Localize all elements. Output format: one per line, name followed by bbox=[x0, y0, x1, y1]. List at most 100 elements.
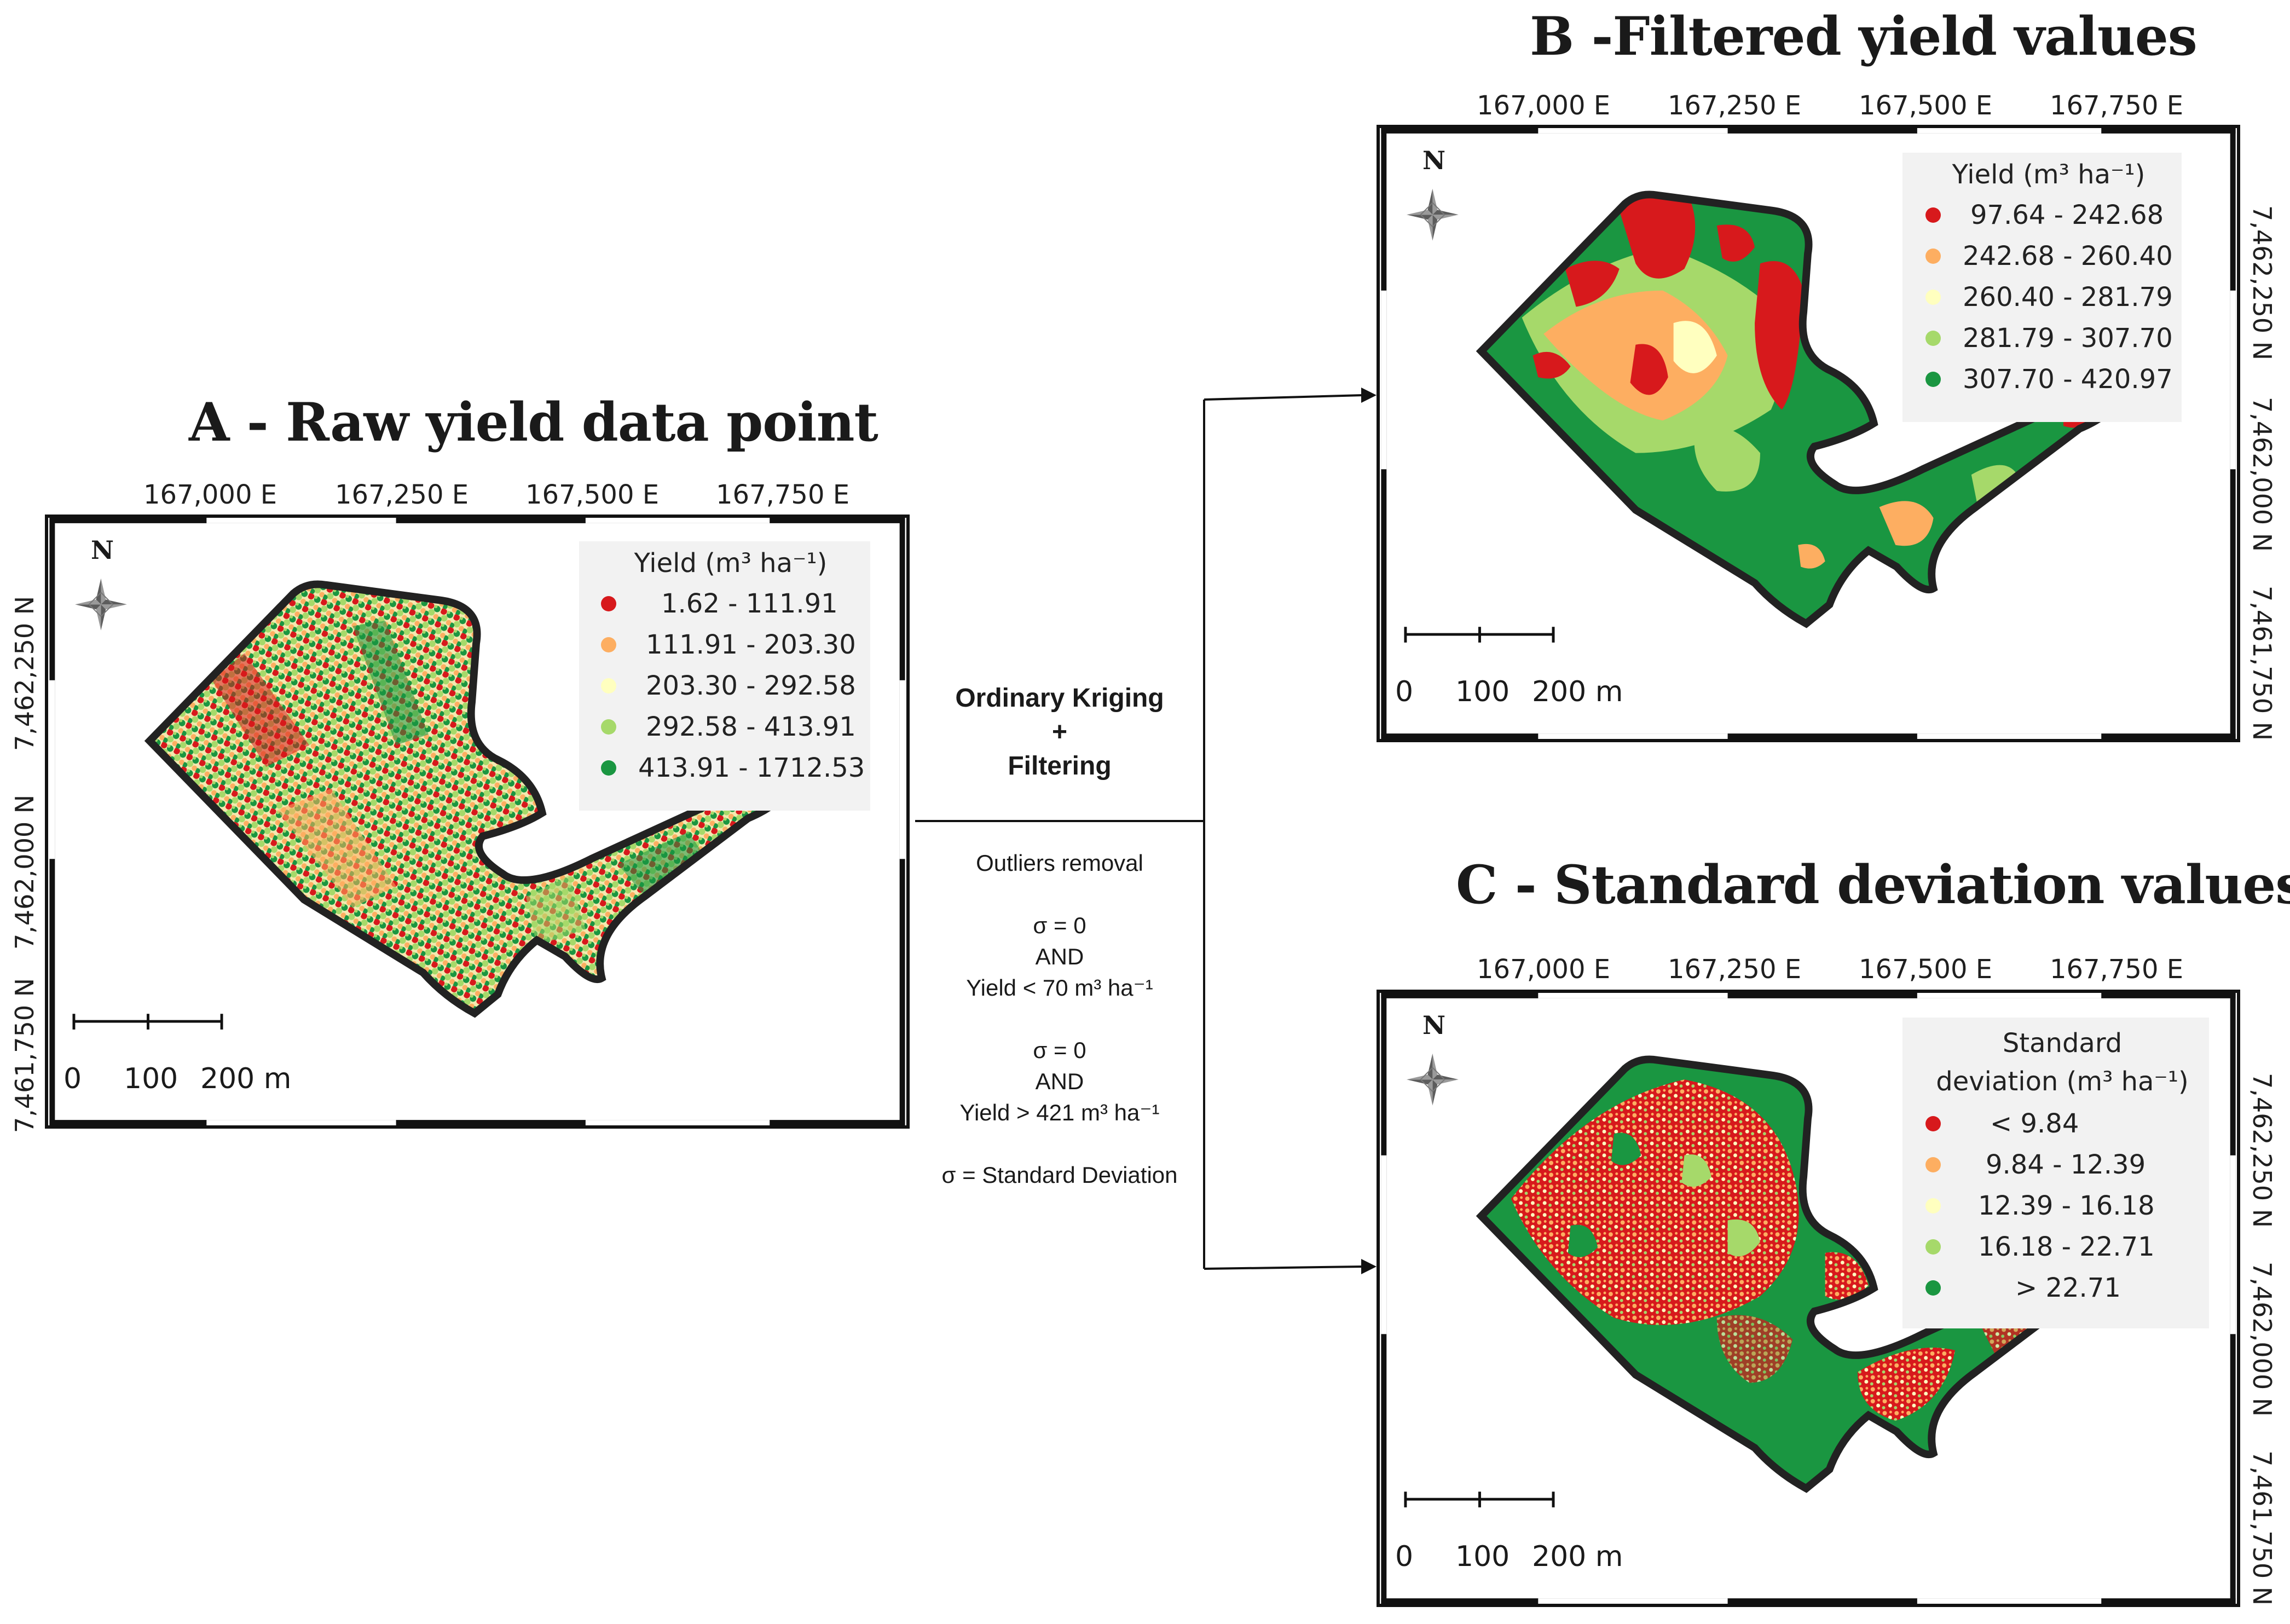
scale-label: 0 bbox=[1395, 1540, 1414, 1573]
panel-c-title: C - Standard deviation values bbox=[1456, 854, 2290, 916]
arrow-head-icon bbox=[1361, 1259, 1377, 1274]
legend-swatch bbox=[1925, 330, 1941, 346]
legend-title: Standard bbox=[2002, 1028, 2123, 1059]
legend-swatch bbox=[1925, 289, 1941, 305]
coord-label: 167,000 E bbox=[1477, 90, 1611, 121]
coord-label: 167,000 E bbox=[143, 479, 277, 510]
legend-label: 203.30 - 292.58 bbox=[646, 670, 856, 701]
legend-label: 16.18 - 22.71 bbox=[1978, 1231, 2155, 1262]
scale-label: 0 bbox=[1395, 675, 1414, 708]
legend-label: 292.58 - 413.91 bbox=[646, 711, 856, 742]
legend-item: 111.91 - 203.30 bbox=[601, 624, 860, 665]
legend-label: < 9.84 bbox=[1990, 1108, 2079, 1139]
north-arrow-icon bbox=[1406, 188, 1459, 241]
coord-label: 7,462,000 N bbox=[2247, 397, 2277, 552]
panel-a-map-frame: N 0 100 200 m Yield (m³ ha⁻¹) 1.62 - 111… bbox=[45, 515, 910, 1129]
north-label: N bbox=[1422, 146, 1446, 175]
legend-swatch bbox=[1925, 1280, 1941, 1296]
legend-label: 260.40 - 281.79 bbox=[1963, 281, 2173, 313]
coord-label: 167,750 E bbox=[716, 479, 850, 510]
legend-label: 12.39 - 16.18 bbox=[1978, 1190, 2155, 1221]
legend-title: deviation (m³ ha⁻¹) bbox=[1936, 1066, 2189, 1097]
legend-swatch bbox=[1925, 1239, 1941, 1255]
legend-item: 1.62 - 111.91 bbox=[601, 583, 860, 624]
coord-label: 167,250 E bbox=[1668, 90, 1802, 121]
legend-label: 97.64 - 242.68 bbox=[1970, 199, 2164, 230]
coord-label: 167,500 E bbox=[1859, 954, 1993, 985]
method-box: Ordinary Kriging + Filtering bbox=[915, 681, 1204, 783]
north-arrow-icon bbox=[1406, 1053, 1459, 1106]
coord-label: 7,462,250 N bbox=[2247, 205, 2277, 361]
legend-title: Yield (m³ ha⁻¹) bbox=[1952, 159, 2146, 190]
coord-label: 167,250 E bbox=[1668, 954, 1802, 985]
scale-label: 100 bbox=[1455, 1540, 1510, 1573]
coord-label: 7,461,750 N bbox=[2247, 1450, 2277, 1606]
coord-label: 167,500 E bbox=[525, 479, 660, 510]
legend-swatch bbox=[601, 719, 616, 735]
method-title: + bbox=[1051, 718, 1068, 747]
panel-c-map-frame: N 0 100 200 m Standard deviation (m³ ha⁻… bbox=[1377, 990, 2240, 1607]
legend-item: 12.39 - 16.18 bbox=[1925, 1185, 2199, 1226]
arrow-head-icon bbox=[1361, 388, 1377, 403]
legend-item: 292.58 - 413.91 bbox=[601, 706, 860, 747]
legend-swatch bbox=[601, 760, 616, 776]
legend-swatch bbox=[1925, 371, 1941, 387]
legend-item: 242.68 - 260.40 bbox=[1925, 235, 2173, 276]
north-label: N bbox=[91, 535, 114, 565]
legend-item: < 9.84 bbox=[1925, 1103, 2199, 1144]
scale-label: 100 bbox=[124, 1062, 178, 1095]
scale-label: 100 bbox=[1455, 675, 1510, 708]
legend-item: > 22.71 bbox=[1925, 1267, 2199, 1308]
legend-label: 1.62 - 111.91 bbox=[661, 588, 838, 619]
scale-bar bbox=[1404, 1492, 1555, 1507]
method-line: Yield < 70 m³ ha⁻¹ bbox=[966, 975, 1153, 1001]
legend-item: 16.18 - 22.71 bbox=[1925, 1226, 2199, 1267]
legend-item: 307.70 - 420.97 bbox=[1925, 359, 2173, 400]
legend-title: Yield (m³ ha⁻¹) bbox=[634, 548, 828, 579]
north-label: N bbox=[1422, 1010, 1446, 1040]
legend-label: > 22.71 bbox=[2015, 1272, 2121, 1303]
legend-item: 413.91 - 1712.53 bbox=[601, 747, 865, 788]
method-line: AND bbox=[1035, 944, 1084, 969]
panel-a-legend: Yield (m³ ha⁻¹) 1.62 - 111.91 111.91 - 2… bbox=[579, 541, 870, 811]
coord-label: 7,462,250 N bbox=[2247, 1073, 2277, 1228]
legend-label: 307.70 - 420.97 bbox=[1963, 363, 2173, 395]
scale-bar bbox=[72, 1014, 223, 1030]
coord-label: 167,500 E bbox=[1859, 90, 1993, 121]
method-title: Ordinary Kriging bbox=[955, 684, 1164, 713]
coord-label: 167,750 E bbox=[2050, 954, 2184, 985]
legend-swatch bbox=[601, 678, 616, 693]
coord-label: 167,250 E bbox=[335, 479, 469, 510]
panel-c-legend: Standard deviation (m³ ha⁻¹) < 9.84 9.84… bbox=[1902, 1018, 2209, 1328]
legend-swatch bbox=[1925, 1198, 1941, 1213]
method-line: σ = Standard Deviation bbox=[941, 1162, 1178, 1188]
method-line: σ = 0 bbox=[1033, 1037, 1086, 1063]
method-line: Outliers removal bbox=[976, 850, 1143, 876]
coord-label: 7,461,750 N bbox=[2247, 586, 2277, 741]
legend-swatch bbox=[601, 637, 616, 652]
scale-label: 200 m bbox=[200, 1062, 292, 1095]
legend-item: 97.64 - 242.68 bbox=[1925, 194, 2172, 235]
method-line: σ = 0 bbox=[1033, 912, 1086, 938]
legend-label: 413.91 - 1712.53 bbox=[638, 752, 865, 783]
scale-label: 200 m bbox=[1532, 1540, 1623, 1573]
legend-item: 203.30 - 292.58 bbox=[601, 665, 860, 706]
legend-item: 260.40 - 281.79 bbox=[1925, 276, 2173, 317]
panel-b-title: B -Filtered yield values bbox=[1530, 5, 2198, 67]
legend-label: 111.91 - 203.30 bbox=[646, 629, 856, 660]
coord-label: 167,750 E bbox=[2050, 90, 2184, 121]
method-line: Yield > 421 m³ ha⁻¹ bbox=[959, 1100, 1160, 1125]
scale-bar bbox=[1404, 627, 1555, 643]
method-rules: Outliers removal σ = 0 AND Yield < 70 m³… bbox=[909, 847, 1211, 1190]
scale-label: 0 bbox=[63, 1062, 82, 1095]
north-arrow-icon bbox=[74, 578, 127, 631]
panel-b-legend: Yield (m³ ha⁻¹) 97.64 - 242.68 242.68 - … bbox=[1902, 153, 2182, 422]
panel-b-map-frame: N 0 100 200 m Yield (m³ ha⁻¹) 97.64 - 24… bbox=[1377, 125, 2240, 742]
legend-item: 281.79 - 307.70 bbox=[1925, 317, 2173, 359]
coord-label: 7,462,000 N bbox=[2247, 1262, 2277, 1417]
legend-swatch bbox=[1925, 207, 1941, 223]
legend-swatch bbox=[1925, 248, 1941, 264]
legend-label: 242.68 - 260.40 bbox=[1963, 240, 2173, 271]
method-line: AND bbox=[1035, 1068, 1084, 1094]
